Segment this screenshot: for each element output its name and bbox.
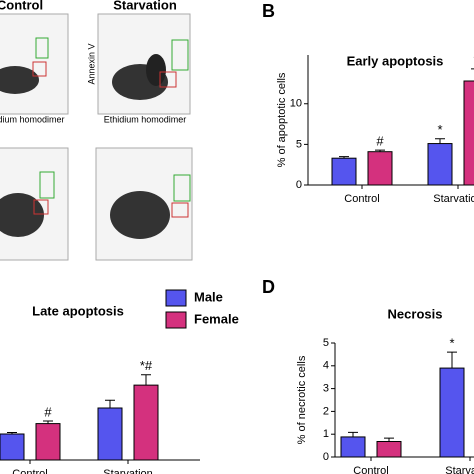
y-tick-label: 2 <box>323 405 329 417</box>
significance-marker: * <box>437 122 442 137</box>
x-tick-label: Starvation <box>445 465 474 474</box>
gate <box>159 71 177 88</box>
gate <box>32 61 47 77</box>
bar <box>35 423 61 461</box>
error-bar <box>105 399 115 408</box>
bar <box>331 157 357 186</box>
flow-blob <box>0 66 39 94</box>
gate <box>33 199 49 215</box>
error-bar <box>141 374 151 386</box>
legend-swatch <box>165 289 187 307</box>
y-tick-label: 0 <box>323 451 329 463</box>
legend-label: Male <box>194 289 223 304</box>
bar <box>133 384 159 461</box>
bar <box>376 440 402 458</box>
x-tick-label: Starvation <box>103 468 153 474</box>
error-bar <box>7 431 17 434</box>
gate <box>35 37 49 59</box>
bar <box>367 151 393 186</box>
error-bar <box>447 351 457 369</box>
bar <box>427 143 453 186</box>
legend-label: Female <box>194 311 239 326</box>
bar <box>463 80 474 186</box>
y-tick-label: 4 <box>323 360 329 372</box>
gate <box>171 202 189 218</box>
chart-title: Early apoptosis <box>347 53 444 68</box>
bar <box>0 433 25 461</box>
significance-marker: # <box>376 134 384 149</box>
y-tick-label: 5 <box>323 337 329 349</box>
error-bar <box>348 431 358 437</box>
y-tick-label: 0 <box>296 179 302 191</box>
error-bar <box>435 138 445 144</box>
significance-marker: # <box>44 404 52 419</box>
significance-marker: *# <box>140 358 153 373</box>
error-bar <box>375 149 385 152</box>
error-bar <box>471 68 474 70</box>
bar <box>97 407 123 461</box>
y-tick-label: 5 <box>296 138 302 150</box>
flow-x-label: idium homodimer <box>0 114 65 124</box>
flow-blob <box>146 54 166 86</box>
flow-x-label: Ethidium homodimer <box>104 114 187 124</box>
flow-y-label: Annexin V <box>86 43 96 84</box>
flow-title: Starvation <box>113 0 177 12</box>
error-bar <box>339 156 349 159</box>
flow-title: Control <box>0 0 43 12</box>
legend-swatch <box>165 311 187 329</box>
x-tick-label: Control <box>353 465 388 474</box>
gate <box>39 171 55 199</box>
y-axis-label: % of necrotic cells <box>296 355 308 444</box>
panel-label: D <box>262 277 275 297</box>
y-axis-label: % of apoptotic cells <box>276 72 288 167</box>
y-tick-label: 1 <box>323 428 329 440</box>
panel-label: B <box>262 1 275 21</box>
flow-blob <box>0 193 44 237</box>
error-bar <box>43 420 53 424</box>
chart-title: Late apoptosis <box>32 303 124 318</box>
y-tick-label: 3 <box>323 383 329 395</box>
flow-plot <box>0 13 69 115</box>
y-tick-label: 10 <box>290 98 302 110</box>
bar <box>439 367 465 458</box>
flow-blob <box>110 191 170 239</box>
significance-marker: * <box>449 336 454 351</box>
bar <box>340 436 366 458</box>
chart-title: Necrosis <box>388 306 443 321</box>
x-tick-label: Starvation <box>433 193 474 205</box>
x-tick-label: Control <box>344 193 379 205</box>
x-tick-label: Control <box>12 468 47 474</box>
flow-plots <box>0 13 193 261</box>
error-bar <box>384 437 394 442</box>
gate <box>171 39 189 71</box>
gate <box>173 174 191 202</box>
